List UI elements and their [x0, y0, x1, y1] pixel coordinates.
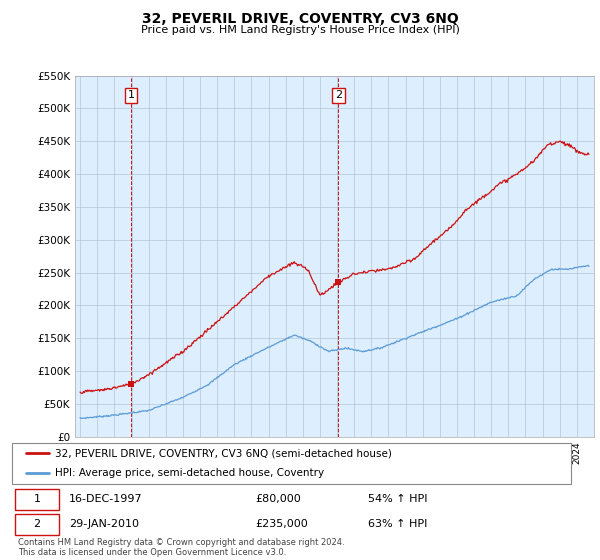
Text: £80,000: £80,000 — [255, 494, 301, 504]
Text: 29-JAN-2010: 29-JAN-2010 — [69, 519, 139, 529]
Text: 1: 1 — [34, 494, 41, 504]
Text: 1: 1 — [127, 90, 134, 100]
Text: Contains HM Land Registry data © Crown copyright and database right 2024.
This d: Contains HM Land Registry data © Crown c… — [18, 538, 344, 557]
Text: 32, PEVERIL DRIVE, COVENTRY, CV3 6NQ: 32, PEVERIL DRIVE, COVENTRY, CV3 6NQ — [142, 12, 458, 26]
Text: 2: 2 — [34, 519, 41, 529]
FancyBboxPatch shape — [13, 443, 571, 484]
Text: Price paid vs. HM Land Registry's House Price Index (HPI): Price paid vs. HM Land Registry's House … — [140, 25, 460, 35]
Text: 16-DEC-1997: 16-DEC-1997 — [69, 494, 142, 504]
Text: HPI: Average price, semi-detached house, Coventry: HPI: Average price, semi-detached house,… — [55, 469, 324, 478]
Text: £235,000: £235,000 — [255, 519, 308, 529]
FancyBboxPatch shape — [15, 489, 59, 510]
Text: 32, PEVERIL DRIVE, COVENTRY, CV3 6NQ (semi-detached house): 32, PEVERIL DRIVE, COVENTRY, CV3 6NQ (se… — [55, 449, 392, 458]
Text: 2: 2 — [335, 90, 342, 100]
Text: 63% ↑ HPI: 63% ↑ HPI — [368, 519, 427, 529]
Text: 54% ↑ HPI: 54% ↑ HPI — [368, 494, 427, 504]
FancyBboxPatch shape — [15, 514, 59, 535]
